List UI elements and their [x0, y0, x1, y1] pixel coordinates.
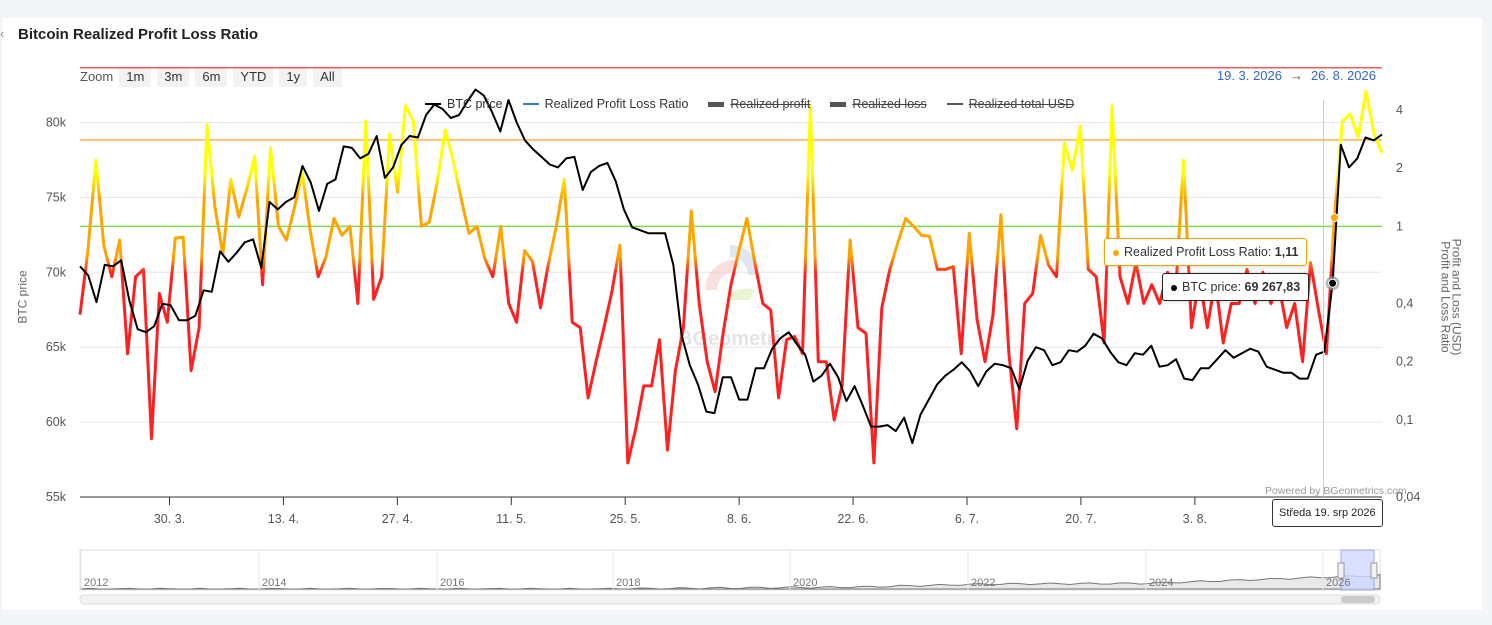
gridlines	[80, 121, 1382, 498]
zoom-6m-button[interactable]: 6m	[195, 65, 228, 87]
chart-card	[2, 18, 1482, 610]
navigator-year-label: 2026	[1326, 577, 1350, 589]
legend-item-realized-loss[interactable]: Realized loss	[830, 97, 927, 111]
legend-label: Realized total USD	[968, 97, 1075, 111]
y-right-tick-label: 0,04	[1396, 490, 1420, 504]
navigator-year-label: 2018	[616, 577, 640, 589]
zoom-label: Zoom	[80, 68, 114, 84]
y-right-tick-label: 1	[1396, 219, 1403, 233]
y-right-tick-label: 0,2	[1396, 355, 1413, 369]
legend-swatch	[708, 101, 725, 107]
navigator-year-label: 2016	[440, 577, 464, 589]
x-tick-label: 13. 4.	[268, 512, 299, 526]
threshold-bands	[80, 67, 1382, 228]
navigator-year-label: 2024	[1149, 577, 1173, 589]
navigator-year-label: 2022	[971, 577, 995, 589]
x-tick-label: 11. 5.	[496, 512, 526, 526]
y-right-tick-label: 0,4	[1396, 296, 1413, 310]
legend-item-btc-price[interactable]: BTC price	[425, 97, 503, 111]
y-left-tick-label: 60k	[46, 415, 67, 429]
zoom-3m-button[interactable]: 3m	[157, 65, 190, 87]
scrollbar-track[interactable]	[79, 594, 1381, 605]
range-to-input[interactable]: 26. 8. 2026	[1310, 68, 1376, 83]
x-tick-label: 8. 6.	[727, 512, 751, 526]
date-range: 19. 3. 2026 → 26. 8. 2026	[1217, 68, 1376, 83]
x-tick-label: 6. 7.	[955, 512, 979, 526]
navigator[interactable]: 2012 2014 2016 2018 2020 2022 2024 2026	[79, 549, 1381, 605]
range-from-input[interactable]: 19. 3. 2026	[1216, 68, 1282, 83]
legend-label: BTC price	[447, 97, 503, 111]
powered-by-credit[interactable]: Powered by BGeometrics.com	[1265, 485, 1407, 497]
navigator-year-label: 2014	[262, 577, 286, 589]
x-tick-label: 27. 4.	[382, 512, 413, 526]
y-left-tick-label: 55k	[46, 490, 67, 504]
y-left-tick-label: 70k	[46, 265, 67, 279]
zoom-1m-button[interactable]: 1m	[119, 65, 152, 87]
navigator-series	[79, 574, 1381, 590]
range-arrow-icon: →	[1289, 68, 1303, 83]
y-left-tick-label: 75k	[46, 190, 67, 204]
x-tick-label: 22. 6.	[837, 512, 868, 526]
legend-item-realized-profit[interactable]: Realized profit	[708, 97, 810, 111]
ratio-hover-marker	[1329, 213, 1339, 223]
back-chevron-icon[interactable]: ‹	[0, 26, 5, 41]
page-title: Bitcoin Realized Profit Loss Ratio	[18, 26, 259, 43]
tooltip-price-value: 69 267,83	[1244, 280, 1301, 294]
tooltip-ratio-value: 1,11	[1274, 245, 1299, 259]
y-right-tick-label: 2	[1396, 161, 1403, 175]
x-tick-label: 25. 5.	[610, 512, 641, 526]
navigator-year-label: 2020	[793, 577, 817, 589]
btc-hover-marker	[1328, 278, 1338, 288]
tooltip-date: Středa 19. srp 2026	[1272, 499, 1383, 527]
legend-item-ratio[interactable]: Realized Profit Loss Ratio	[522, 97, 689, 111]
tooltip-dot	[1171, 284, 1177, 291]
zoom-all-button[interactable]: All	[313, 65, 342, 87]
x-tick-label: 30. 3.	[154, 512, 185, 526]
scrollbar-thumb[interactable]	[1341, 596, 1375, 603]
btc-price-line	[79, 88, 1383, 445]
y-right-tick-label: 0,1	[1396, 413, 1413, 427]
axes: 80k 75k 70k 65k 60k 55k 4 2 1 0,4 0,2 0,1 0,04 30. 3.…	[46, 103, 1421, 526]
tooltip-ratio: Realized Profit Loss Ratio: 1,11	[1104, 238, 1308, 266]
navigator-left-handle[interactable]	[1337, 562, 1345, 579]
tooltip-price: BTC price: 69 267,83	[1162, 273, 1310, 301]
legend-swatch	[830, 101, 847, 107]
y-axis-left-title: BTC price	[15, 270, 30, 324]
y-left-tick-label: 65k	[46, 340, 67, 354]
navigator-right-handle[interactable]	[1370, 562, 1378, 579]
navigator-year-labels: 2012 2014 2016 2018 2020 2022 2024 2026	[80, 550, 1350, 590]
x-tick-label: 20. 7.	[1065, 512, 1096, 526]
tooltip-price-label: BTC price:	[1182, 280, 1242, 294]
navigator-year-label: 2012	[84, 577, 108, 589]
legend-label: Realized Profit Loss Ratio	[544, 97, 689, 111]
tooltip-ratio-label: Realized Profit Loss Ratio:	[1124, 245, 1272, 259]
y-axis-right-title-2: Profit and Loss Ratio	[1438, 241, 1453, 353]
y-left-tick-label: 80k	[46, 115, 67, 129]
zoom-ytd-button[interactable]: YTD	[233, 65, 274, 87]
zoom-1y-button[interactable]: 1y	[279, 65, 308, 87]
tooltip-dot	[1113, 249, 1119, 256]
legend-label: Realized loss	[852, 97, 927, 111]
legend-label: Realized profit	[730, 97, 811, 111]
zoom-toolbar: Zoom 1m 3m 6m YTD 1y All	[80, 65, 348, 87]
legend-swatch	[946, 103, 963, 105]
legend: BTC price Realized Profit Loss Ratio Rea…	[425, 97, 1074, 111]
legend-item-realized-total[interactable]: Realized total USD	[946, 97, 1075, 111]
watermark-text: BGeometrics	[678, 328, 803, 350]
legend-swatch	[522, 103, 539, 105]
x-tick-label: 3. 8.	[1183, 512, 1207, 526]
y-right-tick-label: 4	[1396, 103, 1403, 117]
legend-swatch	[425, 103, 441, 105]
